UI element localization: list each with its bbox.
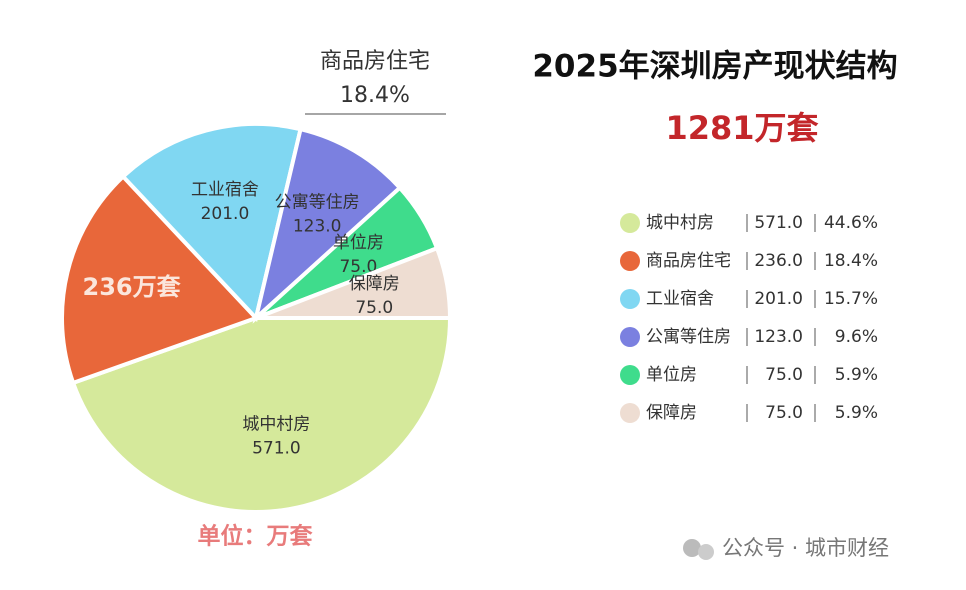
- slice-value: 571.0: [252, 439, 301, 459]
- legend-label: 城中村房: [646, 213, 714, 233]
- legend-label: 商品房住宅: [646, 251, 731, 271]
- pie-slice: [255, 245, 453, 320]
- legend-percent: 9.6%: [835, 327, 878, 347]
- chart-title: 2025年深圳房产现状结构: [532, 49, 897, 85]
- legend-value: 201.0: [754, 289, 803, 309]
- legend-swatch: [620, 251, 640, 271]
- slice-value: 75.0: [339, 257, 377, 277]
- legend-percent: 18.4%: [824, 251, 878, 271]
- legend-label: 单位房: [646, 365, 697, 385]
- legend-value: 75.0: [765, 403, 803, 423]
- legend-value: 75.0: [765, 365, 803, 385]
- slice-value: 123.0: [293, 216, 342, 236]
- legend-percent: 5.9%: [835, 365, 878, 385]
- slice-label: 公寓等住房: [275, 192, 360, 212]
- slice-annotation: 236万套: [83, 273, 182, 301]
- legend-swatch: [620, 327, 640, 347]
- slice-value: 201.0: [201, 204, 250, 224]
- pie-slice: [60, 173, 260, 386]
- watermark-icon: [683, 539, 714, 560]
- slice-label: 保障房: [349, 274, 400, 294]
- legend-percent: 5.9%: [835, 403, 878, 423]
- legend-swatch: [620, 365, 640, 385]
- pie-slice: [70, 316, 453, 514]
- legend-label: 公寓等住房: [646, 327, 731, 347]
- legend-label: 工业宿舍: [646, 289, 714, 309]
- legend-percent: 44.6%: [824, 213, 878, 233]
- slice-label: 单位房: [333, 233, 384, 253]
- source: 公众号 · 城市财经: [722, 536, 889, 560]
- legend-percent: 15.7%: [824, 289, 878, 309]
- callout-category: 商品房住宅: [320, 49, 430, 74]
- unit-note: 单位：万套: [198, 523, 313, 550]
- slice-label: 工业宿舍: [191, 180, 259, 200]
- slice-value: 75.0: [355, 298, 393, 318]
- legend-value: 236.0: [754, 251, 803, 271]
- legend-swatch: [620, 289, 640, 309]
- legend-swatch: [620, 213, 640, 233]
- legend-swatch: [620, 403, 640, 423]
- legend-value: 571.0: [754, 213, 803, 233]
- chart-subtitle: 1281万套: [665, 109, 818, 147]
- callout-percent: 18.4%: [340, 83, 410, 108]
- legend-label: 保障房: [646, 403, 697, 423]
- pie-slice: [252, 126, 403, 324]
- legend-value: 123.0: [754, 327, 803, 347]
- pie-slice: [120, 122, 303, 323]
- slice-label: 城中村房: [242, 415, 310, 435]
